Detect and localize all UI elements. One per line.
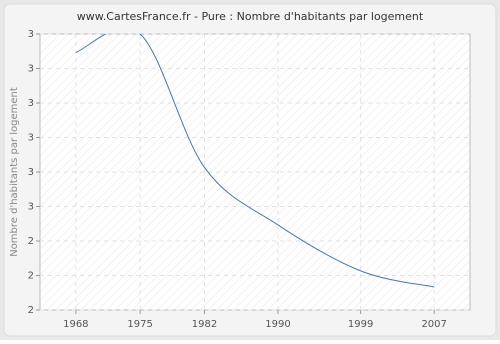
y-tick-label: 3 — [28, 202, 34, 213]
x-tick-label: 2007 — [421, 319, 446, 330]
x-tick-label: 1982 — [192, 319, 217, 330]
x-tick-label: 1999 — [348, 319, 373, 330]
y-tick-label: 2 — [28, 271, 34, 282]
y-tick-label: 3 — [28, 133, 34, 144]
y-tick-label: 3 — [28, 167, 34, 178]
line — [75, 34, 435, 288]
chart-title: www.CartesFrance.fr - Pure : Nombre d'ha… — [77, 10, 424, 23]
x-tick-label: 1968 — [63, 319, 88, 330]
y-tick-label: 3 — [28, 98, 34, 109]
y-axis-label: Nombre d'habitants par logement — [9, 87, 20, 257]
plot-area — [39, 33, 471, 311]
y-tick-label: 3 — [28, 64, 34, 75]
x-tick-label: 1990 — [265, 319, 290, 330]
y-tick-label: 2 — [28, 236, 34, 247]
y-tick-label: 3 — [28, 29, 34, 40]
y-tick-label: 2 — [28, 305, 34, 316]
x-tick-label: 1975 — [127, 319, 152, 330]
